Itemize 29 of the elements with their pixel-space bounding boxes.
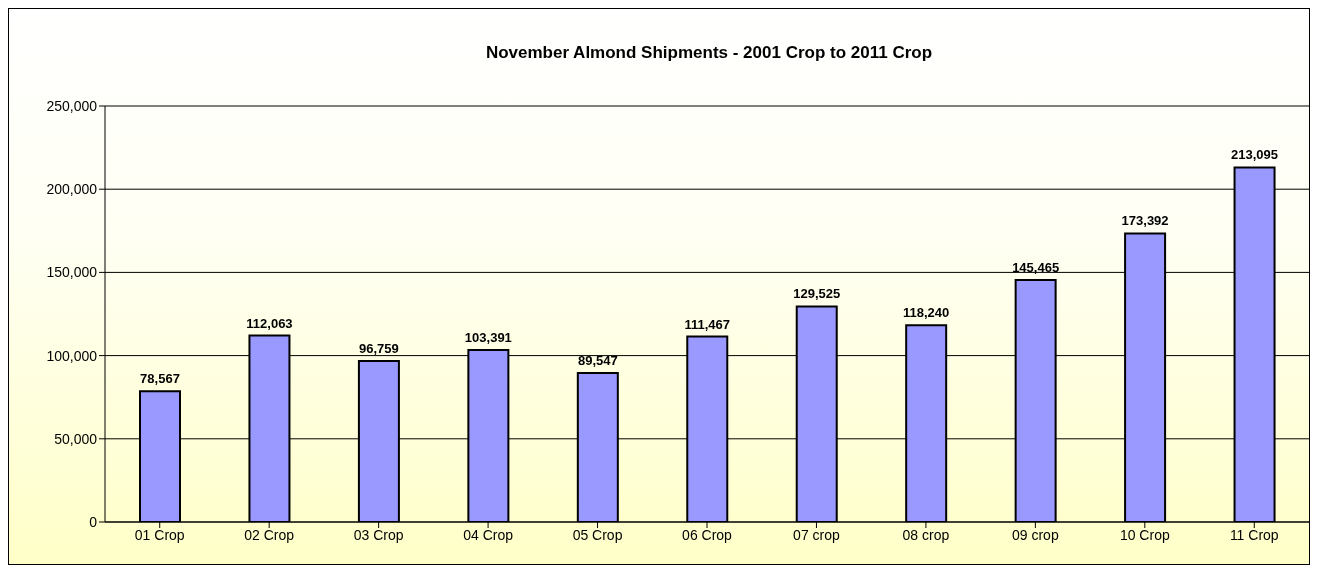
data-label: 145,465 [1012, 259, 1060, 275]
data-label: 89,547 [577, 352, 618, 368]
y-tick-label: 100,000 [46, 347, 98, 364]
data-label: 103,391 [464, 329, 512, 345]
x-tick-label: 09 crop [1012, 526, 1059, 543]
x-tick-label: 10 Crop [1119, 526, 1170, 543]
x-tick-label: 04 Crop [463, 526, 514, 543]
y-tick-label: 50,000 [54, 430, 98, 447]
data-label: 213,095 [1231, 147, 1279, 163]
x-tick-label: 05 Crop [572, 526, 623, 543]
data-label: 96,759 [359, 340, 399, 356]
data-label: 78,567 [140, 371, 180, 387]
y-tick-label: 250,000 [46, 97, 98, 114]
chart-title: November Almond Shipments - 2001 Crop to 2011 Crop [484, 43, 934, 63]
x-tick-label: 02 Crop [244, 526, 295, 543]
y-tick-label: 150,000 [46, 264, 98, 281]
data-label: 118,240 [903, 305, 950, 321]
y-tick-label: 0 [89, 513, 98, 530]
data-label: 111,467 [684, 316, 731, 332]
x-tick-label: 08 crop [902, 526, 950, 543]
data-label: 112,063 [246, 315, 293, 331]
x-tick-label: 03 Crop [353, 526, 404, 543]
x-tick-label: 06 Crop [682, 526, 733, 543]
x-tick-label: 11 Crop [1229, 526, 1279, 543]
x-tick-label: 07 crop [793, 526, 841, 543]
data-label: 173,392 [1121, 213, 1169, 229]
y-tick-label: 200,000 [46, 181, 98, 198]
x-tick-label: 01 Crop [134, 526, 185, 543]
data-label: 129,525 [793, 286, 841, 302]
